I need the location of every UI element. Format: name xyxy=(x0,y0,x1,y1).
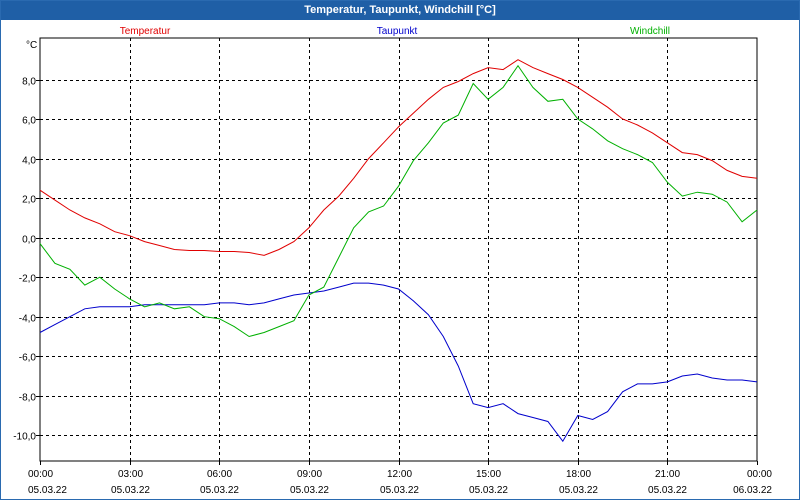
legend-windchill: Windchill xyxy=(630,26,670,37)
x-tick-date-label: 05.03.22 xyxy=(380,485,419,496)
y-tick-label: -10,0 xyxy=(13,432,36,443)
series-line-temperatur xyxy=(39,59,758,256)
x-tick-date-label: 05.03.22 xyxy=(290,485,329,496)
x-tick-time-label: 15:00 xyxy=(476,469,501,480)
x-tick-time-label: 18:00 xyxy=(566,469,591,480)
x-tick-time-label: 12:00 xyxy=(387,469,412,480)
legend-temperatur: Temperatur xyxy=(120,26,171,37)
legend-taupunkt: Taupunkt xyxy=(377,26,418,37)
y-tick-label: -4,0 xyxy=(19,314,37,325)
y-tick-label: 6,0 xyxy=(22,116,36,127)
y-tick-label: -2,0 xyxy=(19,274,37,285)
y-tick-label: 2,0 xyxy=(22,195,36,206)
x-tick-date-label: 06.03.22 xyxy=(733,485,772,496)
series-line-windchill xyxy=(39,64,758,338)
x-tick-date-label: 05.03.22 xyxy=(200,485,239,496)
x-tick-date-label: 05.03.22 xyxy=(111,485,150,496)
y-tick-label: 0,0 xyxy=(22,235,36,246)
y-tick-label: -8,0 xyxy=(19,393,37,404)
series-line-taupunkt xyxy=(39,282,758,443)
x-tick-time-label: 21:00 xyxy=(655,469,680,480)
x-tick-time-label: 00:00 xyxy=(747,469,772,480)
y-tick-label: 8,0 xyxy=(22,77,36,88)
x-tick-date-label: 05.03.22 xyxy=(559,485,598,496)
x-tick-time-label: 03:00 xyxy=(118,469,143,480)
plot-area xyxy=(39,37,758,462)
x-tick-date-label: 05.03.22 xyxy=(28,485,67,496)
x-tick-date-label: 05.03.22 xyxy=(469,485,508,496)
chart-title: Temperatur, Taupunkt, Windchill [°C] xyxy=(1,1,799,20)
y-tick-label: 4,0 xyxy=(22,156,36,167)
x-tick-time-label: 00:00 xyxy=(28,469,53,480)
y-axis-label: °C xyxy=(26,40,37,51)
x-tick-time-label: 06:00 xyxy=(207,469,232,480)
y-tick-label: -6,0 xyxy=(19,353,37,364)
x-tick-time-label: 09:00 xyxy=(297,469,322,480)
x-tick-date-label: 05.03.22 xyxy=(648,485,687,496)
